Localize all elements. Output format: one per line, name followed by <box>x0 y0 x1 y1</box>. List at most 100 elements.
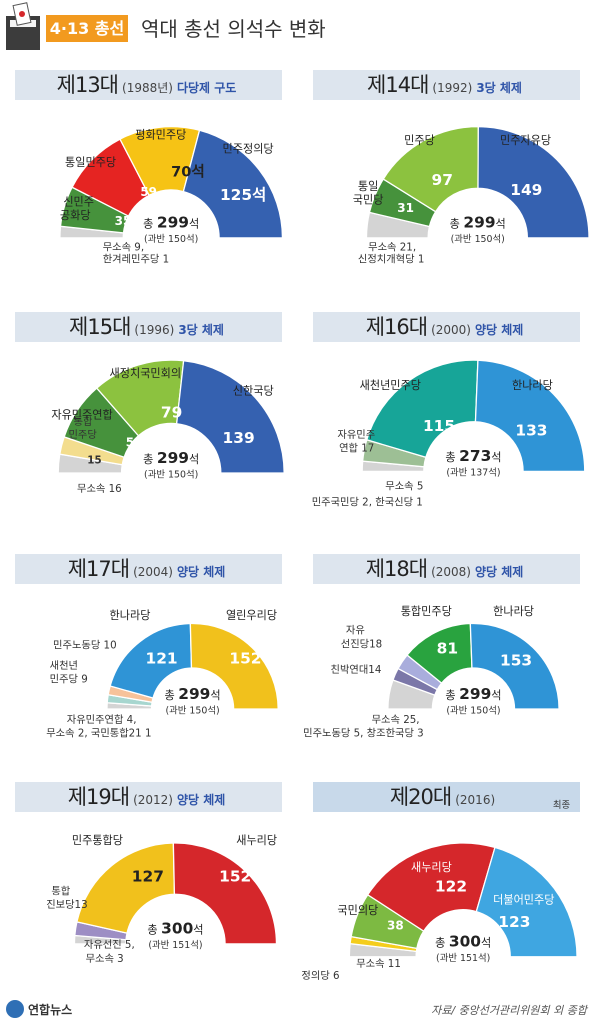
party-label: 민주자유당 <box>500 134 551 147</box>
seat-value-label: 153 <box>500 651 532 669</box>
seat-slice <box>474 359 586 472</box>
caption-era: 제13대 <box>56 73 119 97</box>
total-seats: 총 299석 <box>165 685 221 703</box>
party-label: 새천년민주당 <box>360 378 421 392</box>
seat-slice <box>175 360 285 474</box>
seat-value-label: 149 <box>510 181 542 199</box>
seat-donut-20: 무소속 11 정의당 6 국민의당 38 새누리당 122 더불어민주당 123 총 300석 (… <box>301 800 578 982</box>
total-seats: 총 299석 <box>143 449 199 467</box>
caption-system: 양당 체제 <box>474 565 524 579</box>
total-value: 300 <box>449 932 481 950</box>
panel-15th: 제15대 (1996) 3당 체제 무소속 16 통합 민주당 15 자유민주연합 50 새정치국… <box>0 300 297 542</box>
caption-era: 제18대 <box>365 557 428 581</box>
caption-system: 양당 체제 <box>176 793 226 807</box>
party-label: 민주당 <box>68 429 97 441</box>
party-label: 신민주 <box>63 195 94 208</box>
total-value: 299 <box>459 685 491 703</box>
panel-caption: 제20대 (2016) <box>313 782 580 812</box>
party-label: 자유민주 <box>337 429 375 441</box>
caption-year: (2012) <box>133 793 173 807</box>
seat-value-label: 79 <box>161 403 182 421</box>
panel-16th: 제16대 (2000) 양당 체제 무소속 5 민주국민당 2, 한국신당 1 자유민주 연… <box>298 300 595 542</box>
party-label: 새정치국민회의 <box>110 367 182 380</box>
total-seats: 총 300석 <box>147 920 203 938</box>
seat-donut-16: 무소속 5 민주국민당 2, 한국신당 1 자유민주연합 17 새천년민주당 115 한나… <box>312 359 586 509</box>
party-label: 무소속 5 <box>385 480 423 492</box>
seat-value-label: 122 <box>435 878 467 896</box>
panel-caption: 제19대 (2012) 양당 체제 <box>15 782 282 812</box>
party-label: 국민의당 <box>337 904 378 917</box>
party-label: 통일민주당 <box>65 155 116 169</box>
seat-slice <box>182 129 284 239</box>
page-title: 역대 총선 의석수 변화 <box>141 17 326 41</box>
caption-year: (2008) <box>431 565 471 579</box>
party-label: 친박연대14 <box>331 664 382 676</box>
seat-value-label: 35 <box>115 214 132 228</box>
caption-system: 3당 체제 <box>178 323 224 337</box>
party-label: 통합민주당 <box>401 605 452 618</box>
caption-year: (2016) <box>455 793 496 807</box>
seat-donut-17: 자유민주연합 4,무소속 2, 국민통합21 1 새천년민주당 9 민주노동당 10… <box>46 609 279 739</box>
panel-caption: 제16대 (2000) 양당 체제 <box>313 312 580 342</box>
party-label: 무소속 25, <box>372 714 420 726</box>
party-label: 민주정의당 <box>223 142 274 155</box>
party-label: 한나라당 <box>110 609 151 622</box>
total-suffix: 석 <box>210 689 220 702</box>
party-label: 민주통합당 <box>72 834 123 847</box>
party-label: 새누리당 <box>411 861 452 874</box>
panel-13th: 제13대 (1988년) 다당제 구도 무소속 9, 한겨레민주당 1 신민주 공화당 35 통… <box>0 58 297 300</box>
panel-18th: 제18대 (2008) 양당 체제 무소속 25, 민주노동당 5, 창조한국당 3 친박… <box>298 542 595 784</box>
source-note: 자료/ 중앙선거관리위원회 외 종합 <box>431 1004 587 1017</box>
election-badge-text: 4·13 총선 <box>50 19 125 38</box>
caption-era: 제19대 <box>67 785 130 809</box>
seat-slice <box>469 622 560 710</box>
logo-text: 연합뉴스 <box>28 1002 72 1017</box>
party-label: 신한국당 <box>233 384 274 397</box>
party-label: 선진당18 <box>341 638 382 650</box>
party-label: 무소속 9, <box>103 242 144 254</box>
seat-value-label: 81 <box>437 639 458 657</box>
seat-value-label: 70석 <box>171 162 205 180</box>
seat-donut-15: 무소속 16 통합민주당 15 자유민주연합 50 새정치국민회의 79 신한국당 139 총 2… <box>51 359 285 495</box>
total-suffix: 석 <box>491 689 501 702</box>
seat-slice <box>76 842 176 934</box>
party-label: 정의당 6 <box>301 970 339 982</box>
seat-value-label: 152 <box>219 867 251 885</box>
seat-value-label: 15 <box>87 455 101 467</box>
party-label: 무소속 2, 국민통합21 1 <box>46 727 151 739</box>
caption-era: 제16대 <box>365 315 428 339</box>
total-prefix: 총 <box>165 689 179 702</box>
seat-value-label: 121 <box>146 650 178 668</box>
caption-year: (1996) <box>134 323 175 337</box>
total-suffix: 석 <box>496 218 506 231</box>
total-prefix: 총 <box>435 936 449 949</box>
total-value: 299 <box>463 214 495 232</box>
party-label: 통합 <box>74 416 93 428</box>
party-label: 민주국민당 2, 한국신당 1 <box>312 497 423 509</box>
panel-20th: 제20대 (2016) 무소속 11 정의당 6 국민의당 38 새누리당 122 더불어민주당… <box>298 770 595 1012</box>
total-suffix: 석 <box>189 218 199 231</box>
party-label: 통일 <box>358 179 378 193</box>
party-label: 무소속 11 <box>356 958 401 970</box>
caption-system: 양당 체제 <box>176 565 226 579</box>
seat-slice <box>109 622 193 699</box>
total-prefix: 총 <box>445 689 459 702</box>
ballot-box-icon <box>6 2 40 50</box>
party-label: 국민당 <box>353 194 384 207</box>
seat-slice <box>477 126 590 239</box>
caption-system: 다당제 구도 <box>176 81 237 95</box>
seat-value-label: 38 <box>387 918 404 932</box>
caption-system: 양당 체제 <box>474 323 524 337</box>
panel-caption: 제13대 (1988년) 다당제 구도 <box>15 70 282 100</box>
party-label: 무소속 3 <box>86 953 124 965</box>
total-suffix: 석 <box>193 924 203 937</box>
seat-value-label: 115 <box>423 417 455 435</box>
total-value: 273 <box>459 447 491 465</box>
total-seats: 총 299석 <box>450 214 506 232</box>
seat-slice <box>189 622 279 710</box>
election-badge <box>46 15 128 42</box>
seat-slice <box>475 846 578 958</box>
party-label: 공화당 <box>60 209 91 222</box>
total-prefix: 총 <box>143 453 157 466</box>
